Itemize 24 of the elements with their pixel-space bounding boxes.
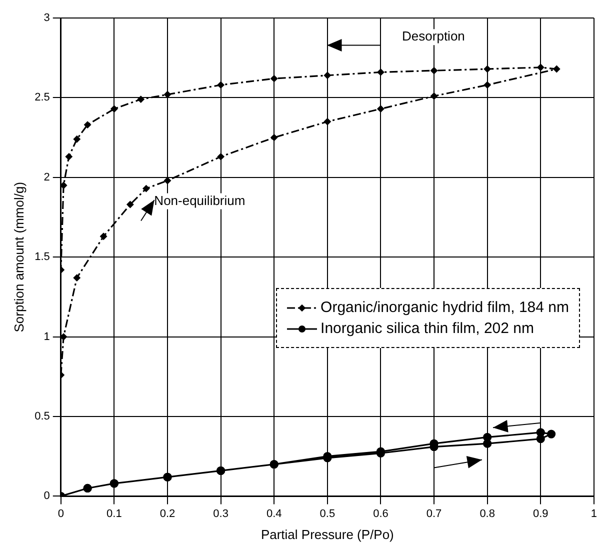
y-tick-label: 1.5 (34, 251, 50, 264)
x-tick-label: 0 (58, 508, 64, 520)
y-tick-label: 3 (44, 12, 50, 24)
x-tick-label: 1 (590, 508, 598, 520)
x-axis-title: Partial Pressure (P/Po) (260, 526, 394, 542)
y-tick-label: 1 (44, 330, 50, 343)
x-tick-label: 0.8 (480, 508, 495, 520)
y-axis-title: Sorption amount (mmol/g) (11, 182, 26, 332)
annotation: Desorption (402, 28, 465, 44)
x-tick-label: 0.1 (106, 508, 122, 520)
y-tick-label: 0.5 (34, 410, 50, 423)
y-tick-label: 2 (44, 171, 50, 184)
annotation: Non-equilibrium (154, 192, 246, 208)
x-tick-label: 0.9 (532, 508, 548, 520)
legend-label: Organic/inorganic hydrid film, 184 nm (320, 299, 569, 316)
x-tick-label: 0.6 (373, 508, 388, 520)
x-tick-label: 0.5 (320, 508, 336, 520)
legend-label: Inorganic silica thin film, 202 nm (320, 320, 534, 338)
x-tick-label: 0.3 (213, 508, 228, 520)
x-tick-label: 0.2 (160, 508, 176, 520)
y-tick-label: 0 (44, 490, 50, 502)
y-tick-label: 2.5 (34, 92, 50, 104)
x-tick-label: 0.4 (266, 508, 282, 520)
x-tick-label: 0.7 (426, 508, 442, 520)
